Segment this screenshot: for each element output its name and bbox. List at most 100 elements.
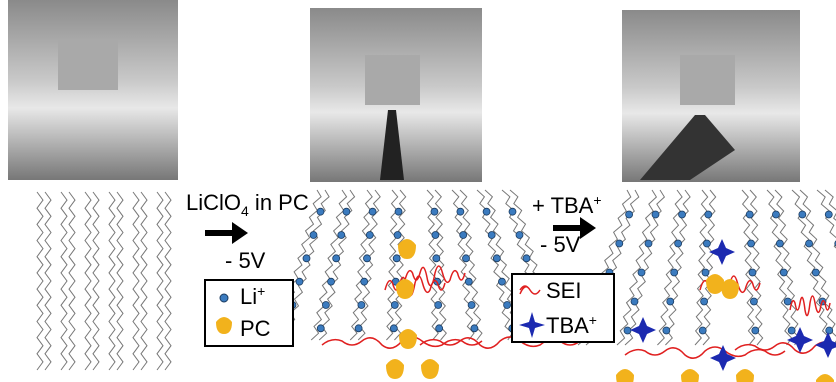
pc-molecule	[421, 359, 439, 379]
li-ion	[317, 325, 324, 332]
li-ion	[333, 255, 340, 262]
li-ion	[784, 298, 791, 305]
pc-molecule	[736, 369, 754, 382]
graphene-sheet	[165, 192, 171, 370]
li-ion	[624, 327, 631, 334]
li-ion	[343, 208, 350, 215]
tba-ion	[815, 332, 836, 358]
li-ion	[488, 232, 495, 239]
li-ion	[460, 232, 467, 239]
li-ion	[616, 240, 623, 247]
li-ion	[746, 211, 753, 218]
pc-icon	[216, 317, 232, 334]
li-ion	[812, 269, 819, 276]
electrolyte: LiClO	[186, 190, 241, 215]
graphene-sheet	[37, 192, 43, 370]
li-ion	[701, 298, 708, 305]
li-ion	[516, 232, 523, 239]
li-ion	[322, 302, 329, 309]
li-icon	[220, 294, 228, 302]
li-ion	[748, 240, 755, 247]
li-ion	[433, 255, 440, 262]
li-ion	[806, 240, 813, 247]
li-ion	[493, 255, 500, 262]
graphene-sheet	[141, 192, 147, 370]
li-ion	[436, 325, 443, 332]
mesh	[680, 55, 735, 105]
li-ion	[705, 211, 712, 218]
graphene-sheet	[45, 192, 51, 370]
graphene-sheet	[311, 190, 346, 340]
li-ion	[675, 240, 682, 247]
li-ion	[679, 211, 686, 218]
li-ion	[463, 255, 470, 262]
li-ion	[303, 255, 310, 262]
li-ion	[776, 240, 783, 247]
mesh	[58, 40, 118, 90]
li-ion	[799, 211, 806, 218]
legend-label: Li	[240, 284, 257, 309]
li-ion	[369, 208, 376, 215]
li-ion	[393, 255, 400, 262]
graphene-sheet	[157, 192, 163, 370]
graphene-sheet	[792, 190, 830, 345]
li-ion	[328, 278, 335, 285]
schematic	[37, 190, 836, 382]
subscript: 4	[241, 203, 249, 219]
li-ion	[498, 278, 505, 285]
li-ion	[703, 240, 710, 247]
li-ion	[638, 269, 645, 276]
graphene-sheet	[477, 190, 512, 340]
graphene-sheet	[93, 192, 99, 370]
li-ion	[457, 208, 464, 215]
li-ion	[390, 325, 397, 332]
li-ion	[366, 232, 373, 239]
voltage: - 5V	[540, 232, 581, 257]
li-ion	[671, 269, 678, 276]
li-ion	[631, 298, 638, 305]
pc-molecule	[706, 274, 724, 294]
pc-molecule	[399, 329, 417, 349]
pc-molecule	[386, 359, 404, 379]
li-ion	[645, 240, 652, 247]
li-ion	[317, 208, 324, 215]
li-ion	[471, 325, 478, 332]
li-ion	[826, 327, 833, 334]
graphene-sheet	[617, 190, 656, 345]
superscript: +	[589, 312, 597, 328]
additive: + TBA	[532, 193, 594, 218]
li-ion	[523, 255, 530, 262]
li-ion	[310, 232, 317, 239]
li-ion	[435, 302, 442, 309]
pc-molecule	[398, 239, 416, 259]
li-ion	[702, 269, 709, 276]
pc-molecule	[616, 369, 634, 382]
li-ion	[509, 208, 516, 215]
figure: LiClO4 in PC - 5V + TBA+ - 5V Li+ PC SEI…	[0, 0, 836, 382]
graphene-sheet	[85, 192, 91, 370]
legend-label: TBA	[546, 313, 589, 338]
pc-molecule	[721, 279, 739, 299]
legend-label: PC	[240, 316, 271, 341]
li-ion	[772, 211, 779, 218]
arrow	[205, 222, 248, 244]
mesh	[365, 55, 420, 105]
voltage: - 5V	[225, 248, 266, 273]
li-ion	[296, 278, 303, 285]
li-ion	[504, 302, 511, 309]
graphene-sheet	[133, 192, 139, 370]
li-ion	[752, 327, 759, 334]
step-label: LiClO4 in PC	[186, 190, 309, 219]
li-ion	[780, 269, 787, 276]
li-ion	[788, 327, 795, 334]
superscript: +	[593, 192, 601, 208]
legend-label: SEI	[546, 278, 581, 303]
li-ion	[391, 302, 398, 309]
li-ion	[394, 232, 401, 239]
photos	[8, 0, 800, 182]
graphene-sheet	[109, 192, 115, 370]
graphene-sheet	[69, 192, 75, 370]
superscript: +	[257, 283, 265, 299]
graphene-sheet	[61, 192, 67, 370]
pc-molecule	[396, 279, 414, 299]
